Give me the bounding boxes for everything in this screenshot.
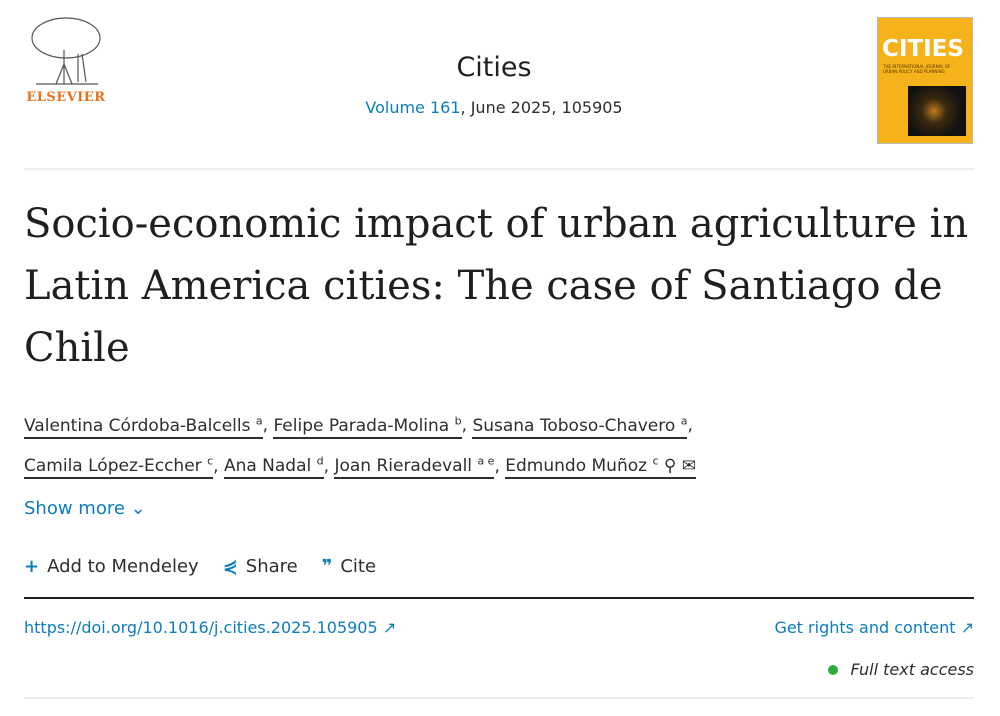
rights-link[interactable]: Get rights and content ↗ <box>774 618 974 637</box>
external-link-icon: ↗ <box>960 618 974 637</box>
cover-image <box>908 86 966 136</box>
article-actions: + Add to Mendeley ⋞ Share ❞ Cite <box>24 556 376 577</box>
chevron-down-icon: ⌄ <box>130 498 146 519</box>
author-link[interactable]: Camila López-Eccher c <box>24 455 214 480</box>
tree-logo-icon <box>31 17 101 85</box>
cover-subtitle: THE INTERNATIONAL JOURNAL OF URBAN POLIC… <box>883 64 951 74</box>
share-button[interactable]: ⋞ Share <box>222 556 298 577</box>
publisher-name: ELSEVIER <box>26 90 106 105</box>
share-icon: ⋞ <box>222 556 238 577</box>
journal-title[interactable]: Cities <box>456 52 532 83</box>
author-link[interactable]: Susana Toboso-Chavero a <box>472 414 688 439</box>
divider <box>24 697 974 699</box>
volume-info: Volume 161, June 2025, 105905 <box>0 98 988 117</box>
access-dot-icon <box>828 665 839 675</box>
journal-cover[interactable]: CITIES THE INTERNATIONAL JOURNAL OF URBA… <box>877 17 973 144</box>
author-link[interactable]: Valentina Córdoba-Balcells a <box>24 414 263 439</box>
divider <box>24 597 974 599</box>
issue-date: , June 2025, 105905 <box>460 98 623 117</box>
add-to-mendeley-button[interactable]: + Add to Mendeley <box>24 556 199 577</box>
volume-link[interactable]: Volume 161 <box>365 98 461 117</box>
show-more-button[interactable]: Show more ⌄ <box>24 498 146 519</box>
author-link[interactable]: Ana Nadal d <box>223 455 324 480</box>
doi-link[interactable]: https://doi.org/10.1016/j.cities.2025.10… <box>24 618 397 637</box>
article-title: Socio-economic impact of urban agricultu… <box>24 201 969 371</box>
external-link-icon: ↗ <box>382 618 397 637</box>
person-icon: ⚲ <box>663 456 677 477</box>
plus-icon: + <box>24 556 40 577</box>
author-link[interactable]: Edmundo Muñoz c ⚲ ✉ <box>505 455 697 480</box>
email-icon: ✉ <box>681 456 697 477</box>
cover-title: CITIES <box>882 36 964 62</box>
access-status: Full text access <box>828 660 974 679</box>
cite-button[interactable]: ❞ Cite <box>321 556 377 577</box>
author-link[interactable]: Joan Rieradevall a e <box>334 455 495 480</box>
divider <box>24 168 974 170</box>
quote-icon: ❞ <box>321 556 333 577</box>
author-list: Valentina Córdoba-Balcells a, Felipe Par… <box>24 403 924 484</box>
elsevier-logo[interactable]: ELSEVIER <box>22 14 110 105</box>
author-link[interactable]: Felipe Parada-Molina b <box>273 414 462 439</box>
